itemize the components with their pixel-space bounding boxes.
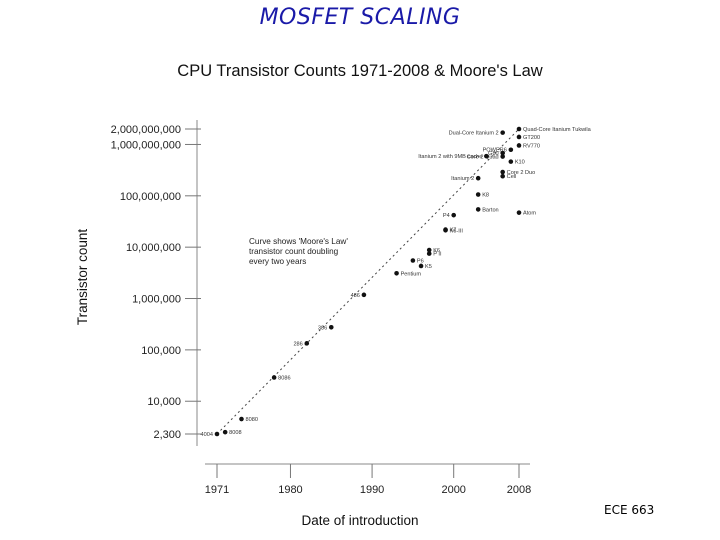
- data-point-label: Itanium 2 with 9MB cache: [418, 154, 482, 160]
- data-point: [475, 207, 481, 212]
- slide-title: MOSFET SCALING: [259, 5, 461, 30]
- data-point: [443, 227, 448, 232]
- data-point: [508, 147, 514, 153]
- data-point: [500, 154, 505, 159]
- x-tick-label: 1971: [205, 484, 229, 496]
- x-axis-ticks: 1971 1980 1990 2000 2008: [205, 464, 531, 496]
- data-point: [271, 375, 277, 380]
- chart-title: CPU Transistor Counts 1971-2008 & Moore'…: [177, 62, 542, 80]
- footer-label: ECE 663: [604, 503, 655, 517]
- data-point: [451, 212, 457, 218]
- data-point-label: K8: [482, 193, 489, 199]
- data-point-label: 8086: [278, 375, 290, 381]
- data-point: [426, 247, 432, 253]
- data-point-label: K6-III: [450, 228, 464, 234]
- x-axis-label: Date of introduction: [301, 513, 418, 528]
- data-point-label: POWER6: [483, 148, 507, 154]
- annotation-line: transistor count doubling: [249, 247, 339, 256]
- data-point: [239, 416, 244, 422]
- data-point-label: GT200: [523, 135, 540, 141]
- data-point: [475, 175, 481, 181]
- data-point: [516, 143, 522, 148]
- data-point: [361, 292, 367, 298]
- data-point: [410, 258, 416, 263]
- y-tick-label: 10,000,000: [126, 242, 181, 254]
- data-point-label: 286: [293, 341, 302, 347]
- data-point-label: P6: [417, 258, 424, 264]
- data-point: [222, 429, 228, 435]
- data-point: [484, 153, 489, 159]
- x-tick-label: 2008: [507, 484, 531, 496]
- data-point-label: 4004: [201, 432, 213, 438]
- data-point-label: Atom: [523, 211, 536, 217]
- data-point-label: Dual-Core Itanium 2: [449, 131, 499, 137]
- data-point: [508, 159, 514, 164]
- data-point-label: G80: [488, 151, 499, 157]
- y-axis-label: Transistor count: [75, 229, 90, 326]
- data-point: [500, 130, 505, 135]
- x-tick-label: 1980: [278, 484, 302, 496]
- data-point-label: K6: [433, 248, 440, 254]
- annotation-line: Curve shows 'Moore's Law': [249, 237, 348, 246]
- data-point: [328, 325, 334, 330]
- moores-law-annotation: Curve shows 'Moore's Law' transistor coun…: [249, 237, 348, 266]
- y-tick-label: 1,000,000,000: [111, 139, 181, 151]
- data-point-label: K5: [425, 264, 432, 270]
- data-point: [426, 251, 432, 256]
- data-point-label: P4: [443, 213, 450, 219]
- annotation-line: every two years: [249, 257, 306, 266]
- data-point-label: Pentium: [401, 271, 422, 277]
- data-point-label: 386: [318, 325, 327, 331]
- data-point-label: 8080: [245, 417, 257, 423]
- data-point-label: K7: [450, 228, 457, 234]
- data-point: [304, 341, 310, 346]
- data-point: [516, 134, 522, 140]
- data-point-label: Itanium 2: [451, 176, 474, 182]
- data-point: [516, 210, 522, 215]
- data-point: [500, 173, 505, 179]
- x-tick-label: 2000: [441, 484, 465, 496]
- data-point-label: P II: [433, 252, 442, 258]
- data-point-label: Cell: [507, 174, 517, 180]
- y-tick-label: 2,000,000,000: [111, 124, 181, 136]
- data-point-label: Core 2 Quad: [467, 155, 499, 161]
- data-point: [500, 150, 505, 156]
- y-tick-label: 100,000: [141, 345, 181, 357]
- data-point-label: RV770: [523, 143, 540, 149]
- data-point: [418, 263, 424, 269]
- data-point: [500, 169, 505, 175]
- plot-area: 2,300 10,000 100,000 1,000,000 10,000,000 100…: [111, 120, 592, 496]
- moores-law-trend-line: [216, 128, 520, 435]
- data-point: [475, 192, 481, 197]
- data-point-label: Quad-Core Itanium Tukwila: [523, 127, 592, 133]
- y-axis-ticks: 2,300 10,000 100,000 1,000,000 10,000,000 100…: [111, 124, 201, 441]
- y-tick-label: 10,000: [147, 396, 181, 408]
- data-point: [516, 126, 522, 132]
- data-point-label: 8008: [229, 430, 241, 436]
- data-point-label: 486: [351, 293, 360, 299]
- y-tick-label: 1,000,000: [132, 294, 181, 306]
- y-tick-label: 2,300: [153, 429, 181, 441]
- x-tick-label: 1990: [360, 484, 384, 496]
- data-point: [214, 431, 220, 437]
- data-point-label: Core 2 Duo: [507, 170, 536, 176]
- y-tick-label: 100,000,000: [120, 191, 181, 203]
- data-point: [394, 270, 399, 276]
- data-point-label: Barton: [482, 207, 498, 213]
- data-point-label: K10: [515, 160, 525, 166]
